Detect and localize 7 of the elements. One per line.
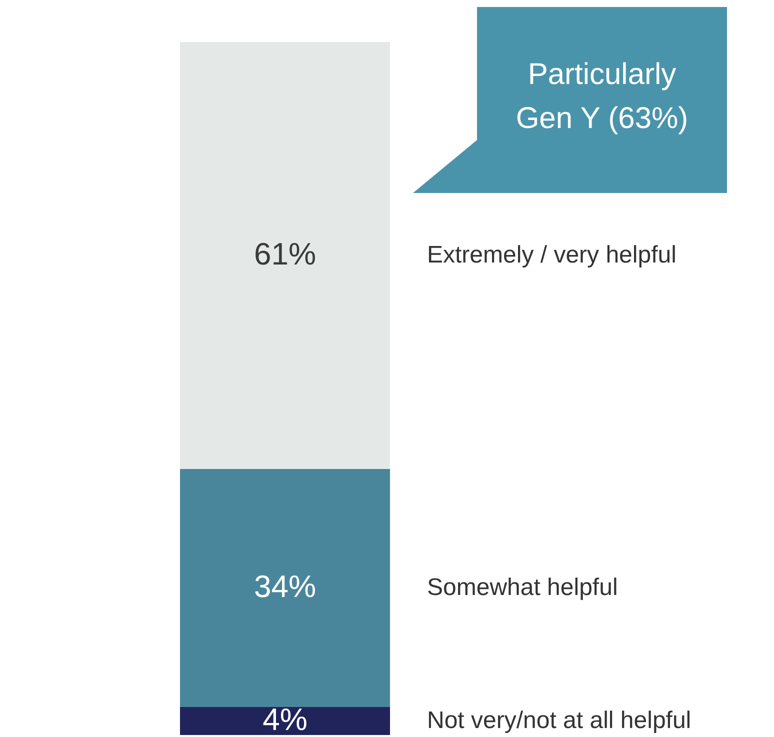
text: Particularly Gen Y (63%) [516,58,688,135]
data-label: 34% [254,569,316,604]
series-label: Somewhat helpful [427,574,618,601]
data-label: 4% [262,702,308,737]
series-label: Extremely / very helpful [427,242,676,268]
series-label: Not very/not at all helpful [427,707,692,734]
data-label: 61% [254,236,316,272]
